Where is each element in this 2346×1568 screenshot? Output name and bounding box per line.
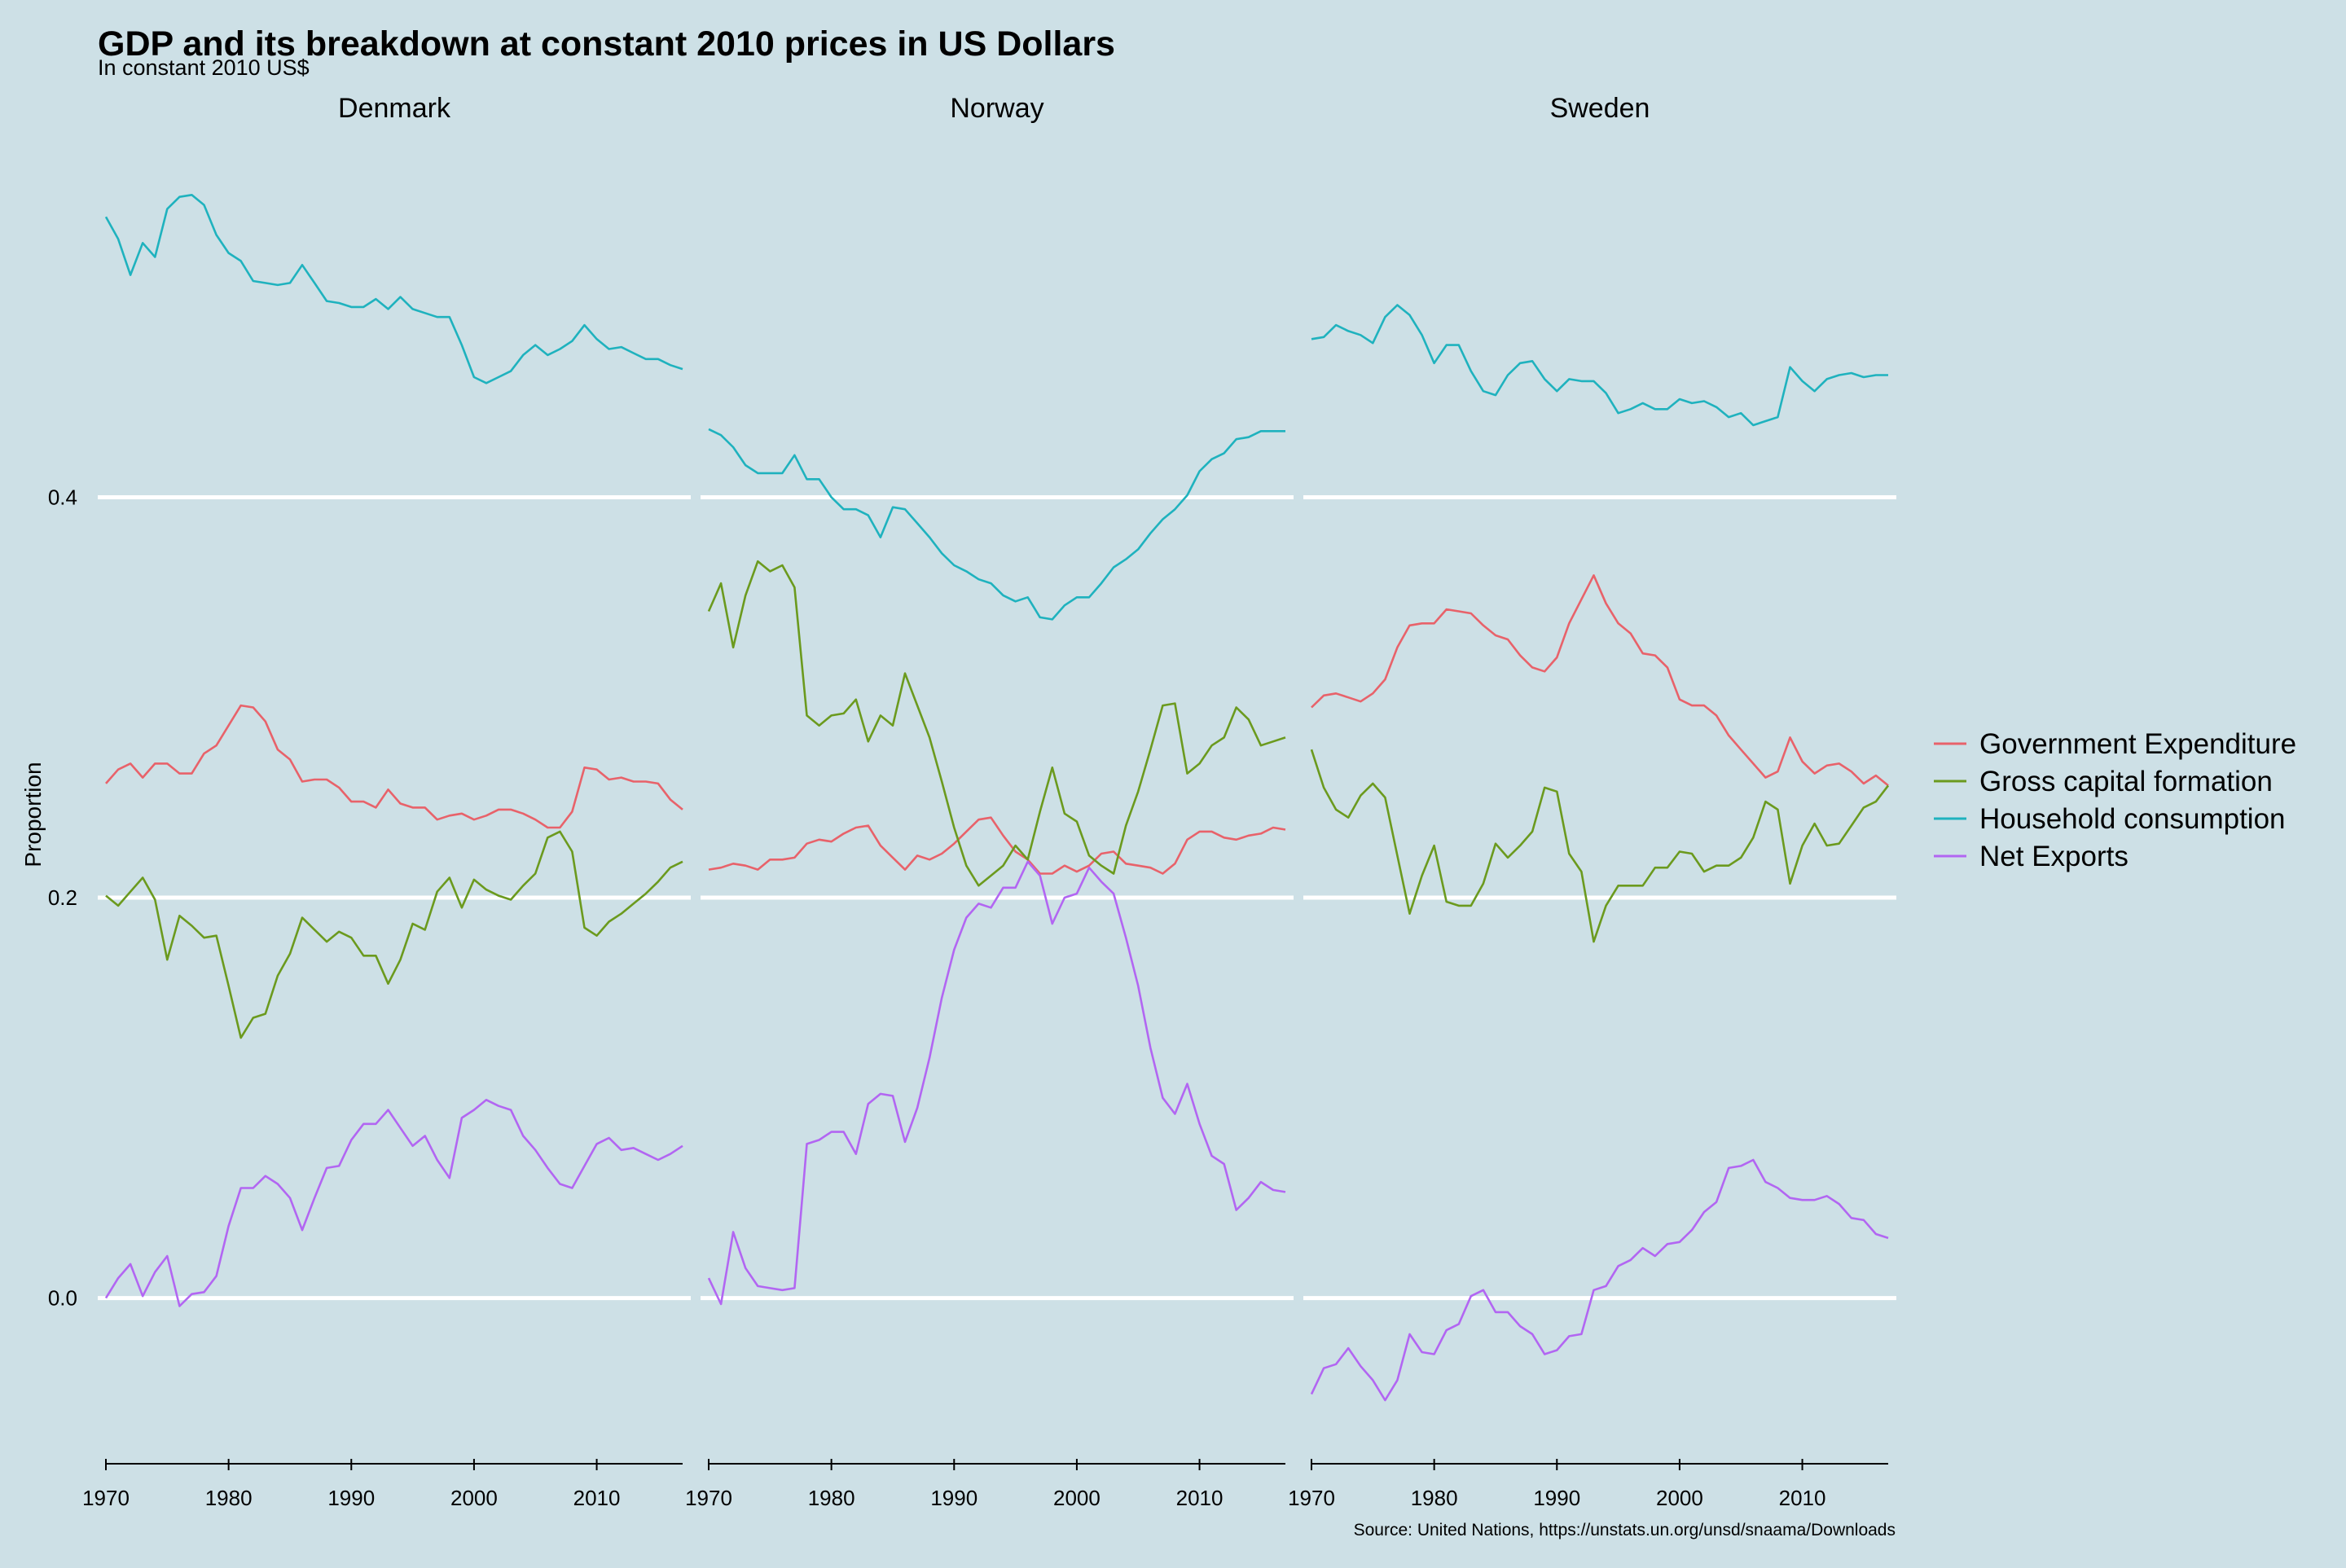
legend-item-gross-capital-formation: Gross capital formation xyxy=(1934,766,2273,797)
x-tick-label: 2010 xyxy=(1779,1486,1826,1510)
x-tick-label: 1970 xyxy=(82,1486,130,1510)
series-line-government-expenditure-denmark xyxy=(105,704,683,829)
series-line-gross-capital-formation-denmark xyxy=(105,830,683,1039)
chart-caption: Source: United Nations, https://unstats.… xyxy=(1354,1521,1896,1539)
x-tick-label: 2000 xyxy=(1656,1486,1703,1510)
legend-item-government-expenditure: Government Expenditure xyxy=(1934,728,2296,760)
panel-title-sweden: Sweden xyxy=(1550,93,1650,124)
x-tick-label: 1970 xyxy=(1288,1486,1335,1510)
legend-label: Household consumption xyxy=(1979,803,2286,835)
panel-title-norway: Norway xyxy=(950,93,1043,124)
series-line-net-exports-norway xyxy=(707,860,1286,1306)
chart-title: GDP and its breakdown at constant 2010 p… xyxy=(98,24,1115,64)
panel-norway: Norway 1970 1980 1990 2000 2010 xyxy=(685,93,1294,1510)
series-line-government-expenditure-sweden xyxy=(1311,573,1889,787)
chart-subtitle: In constant 2010 US$ xyxy=(98,55,310,80)
legend-item-net-exports: Net Exports xyxy=(1934,841,2129,872)
series-line-household-consumption-sweden xyxy=(1311,304,1888,427)
x-tick-label: 1970 xyxy=(685,1486,732,1510)
series-line-government-expenditure-norway xyxy=(708,816,1286,875)
series-line-net-exports-sweden xyxy=(1310,1158,1889,1402)
facet-panels: Denmark 1970 1980 1990 2000 2010 Norway 1970 198… xyxy=(48,93,1896,1510)
x-tick-label: 2010 xyxy=(1176,1486,1224,1510)
series-line-gross-capital-formation-norway xyxy=(707,560,1286,887)
panel-denmark: Denmark 1970 1980 1990 2000 2010 xyxy=(82,93,691,1510)
x-tick-label: 2010 xyxy=(573,1486,621,1510)
legend-label: Gross capital formation xyxy=(1979,766,2273,797)
series-line-household-consumption-denmark xyxy=(104,194,683,384)
panel-sweden: Sweden 1970 1980 1990 2000 2010 xyxy=(1288,93,1896,1510)
legend: Government Expenditure Gross capital form… xyxy=(1934,728,2296,872)
panel-title-denmark: Denmark xyxy=(338,93,451,124)
x-tick-label: 2000 xyxy=(1053,1486,1101,1510)
x-tick-label: 1990 xyxy=(327,1486,375,1510)
x-tick-label: 1980 xyxy=(1411,1486,1458,1510)
series-line-gross-capital-formation-sweden xyxy=(1310,749,1890,943)
x-tick-label: 1990 xyxy=(1533,1486,1580,1510)
x-tick-label: 1990 xyxy=(930,1486,978,1510)
y-tick-label: 0.2 xyxy=(48,885,77,910)
series-line-household-consumption-norway xyxy=(708,428,1285,621)
legend-item-household-consumption: Household consumption xyxy=(1934,803,2286,835)
legend-label: Net Exports xyxy=(1979,841,2129,872)
x-tick-label: 2000 xyxy=(450,1486,498,1510)
x-tick-label: 1980 xyxy=(808,1486,855,1510)
y-tick-label: 0.4 xyxy=(48,485,77,509)
legend-label: Government Expenditure xyxy=(1979,728,2296,760)
y-axis-label: Proportion xyxy=(20,762,46,867)
series-line-net-exports-denmark xyxy=(104,1099,683,1307)
x-tick-label: 1980 xyxy=(205,1486,253,1510)
y-tick-label: 0.0 xyxy=(48,1286,77,1311)
